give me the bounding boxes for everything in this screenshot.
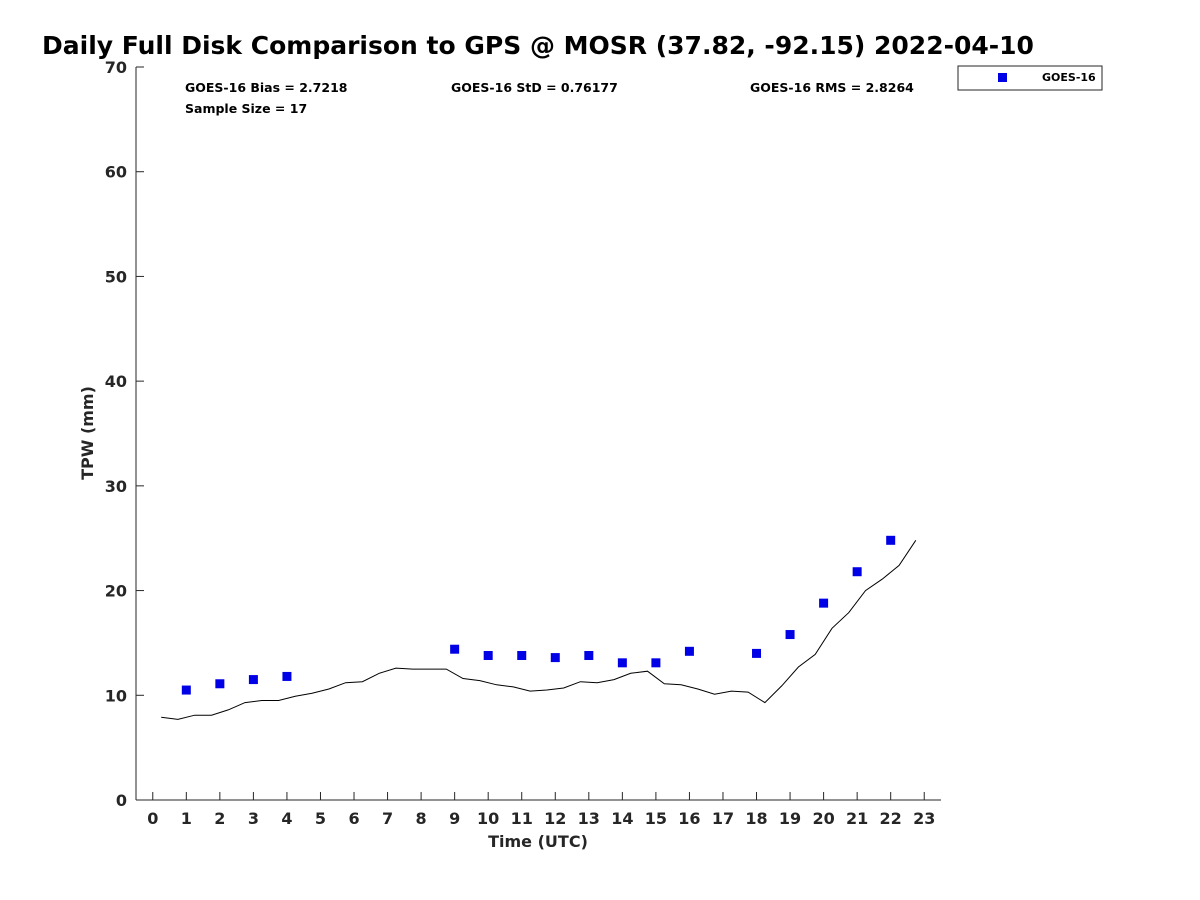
legend-label: GOES-16 bbox=[1042, 71, 1096, 84]
legend-marker bbox=[998, 73, 1007, 82]
y-tick-label: 0 bbox=[116, 791, 127, 810]
goes16-point bbox=[282, 671, 292, 681]
x-tick-label: 23 bbox=[913, 809, 935, 828]
x-tick-label: 13 bbox=[578, 809, 600, 828]
x-tick-label: 5 bbox=[315, 809, 326, 828]
legend: GOES-16 bbox=[957, 65, 1103, 91]
goes16-point bbox=[215, 679, 225, 689]
y-tick-label: 70 bbox=[105, 58, 127, 77]
axes bbox=[135, 67, 941, 801]
goes16-point bbox=[181, 685, 191, 695]
goes16-point bbox=[785, 630, 795, 640]
x-tick-label: 4 bbox=[281, 809, 292, 828]
x-tick-label: 17 bbox=[712, 809, 734, 828]
x-tick-label: 7 bbox=[382, 809, 393, 828]
x-tick-label: 14 bbox=[611, 809, 633, 828]
goes16-point bbox=[584, 650, 594, 660]
y-axis-label: TPW (mm) bbox=[78, 386, 97, 480]
goes16-point bbox=[886, 535, 896, 545]
bias-stat: GOES-16 Bias = 2.7218 bbox=[185, 80, 347, 95]
x-axis-label: Time (UTC) bbox=[488, 832, 588, 851]
y-tick-label: 50 bbox=[105, 267, 127, 286]
goes16-point bbox=[819, 598, 829, 608]
goes16-point bbox=[550, 653, 560, 663]
goes16-point bbox=[248, 675, 258, 685]
x-tick-label: 19 bbox=[779, 809, 801, 828]
goes16-point bbox=[450, 644, 460, 654]
y-tick-label: 10 bbox=[105, 686, 127, 705]
x-tick-label: 12 bbox=[544, 809, 566, 828]
x-tick-label: 18 bbox=[745, 809, 767, 828]
gps-tpw-line bbox=[161, 540, 917, 720]
ticks: 0 1 2 3 4 5 6 7 8 9 10 11 12 13 14 15 16 17 18 19 20 21 22 2301… bbox=[105, 58, 936, 828]
x-tick-label: 8 bbox=[416, 809, 427, 828]
goes16-point bbox=[684, 646, 694, 656]
x-tick-label: 10 bbox=[477, 809, 499, 828]
x-tick-label: 11 bbox=[511, 809, 533, 828]
x-tick-label: 0 bbox=[147, 809, 158, 828]
rms-stat: GOES-16 RMS = 2.8264 bbox=[750, 80, 914, 95]
legend-box bbox=[957, 65, 1103, 91]
y-tick-label: 30 bbox=[105, 477, 127, 496]
x-tick-label: 6 bbox=[348, 809, 359, 828]
chart-title: Daily Full Disk Comparison to GPS @ MOSR… bbox=[42, 31, 1034, 60]
x-tick-label: 15 bbox=[645, 809, 667, 828]
goes16-point bbox=[752, 648, 762, 658]
x-tick-label: 22 bbox=[880, 809, 902, 828]
goes16-point bbox=[483, 650, 493, 660]
y-tick-label: 60 bbox=[105, 163, 127, 182]
x-tick-label: 16 bbox=[678, 809, 700, 828]
sample-size-stat: Sample Size = 17 bbox=[185, 101, 307, 116]
x-tick-label: 1 bbox=[181, 809, 192, 828]
x-tick-label: 20 bbox=[812, 809, 834, 828]
y-tick-label: 40 bbox=[105, 372, 127, 391]
goes16-scatter-series bbox=[181, 535, 896, 695]
std-stat: GOES-16 StD = 0.76177 bbox=[451, 80, 618, 95]
y-tick-label: 20 bbox=[105, 582, 127, 601]
goes16-point bbox=[852, 567, 862, 577]
x-tick-label: 9 bbox=[449, 809, 460, 828]
x-tick-label: 2 bbox=[214, 809, 225, 828]
x-tick-label: 21 bbox=[846, 809, 868, 828]
gps-line-series bbox=[161, 540, 917, 720]
goes16-point bbox=[517, 650, 527, 660]
goes16-point bbox=[651, 658, 661, 668]
goes16-point bbox=[617, 658, 627, 668]
x-tick-label: 3 bbox=[248, 809, 259, 828]
